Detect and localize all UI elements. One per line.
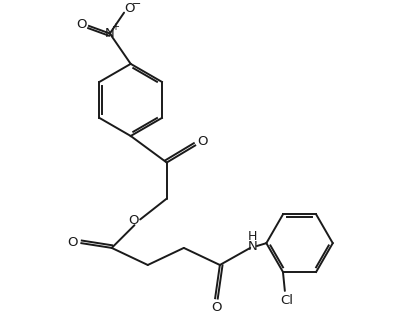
Text: O: O bbox=[125, 2, 135, 15]
Text: O: O bbox=[68, 236, 78, 249]
Text: N: N bbox=[247, 240, 257, 252]
Text: O: O bbox=[197, 135, 208, 148]
Text: Cl: Cl bbox=[280, 294, 293, 307]
Text: H: H bbox=[248, 230, 257, 243]
Text: −: − bbox=[132, 0, 141, 9]
Text: +: + bbox=[111, 22, 119, 32]
Text: O: O bbox=[211, 301, 221, 314]
Text: O: O bbox=[128, 214, 139, 227]
Text: O: O bbox=[76, 19, 87, 31]
Text: N: N bbox=[105, 27, 115, 40]
